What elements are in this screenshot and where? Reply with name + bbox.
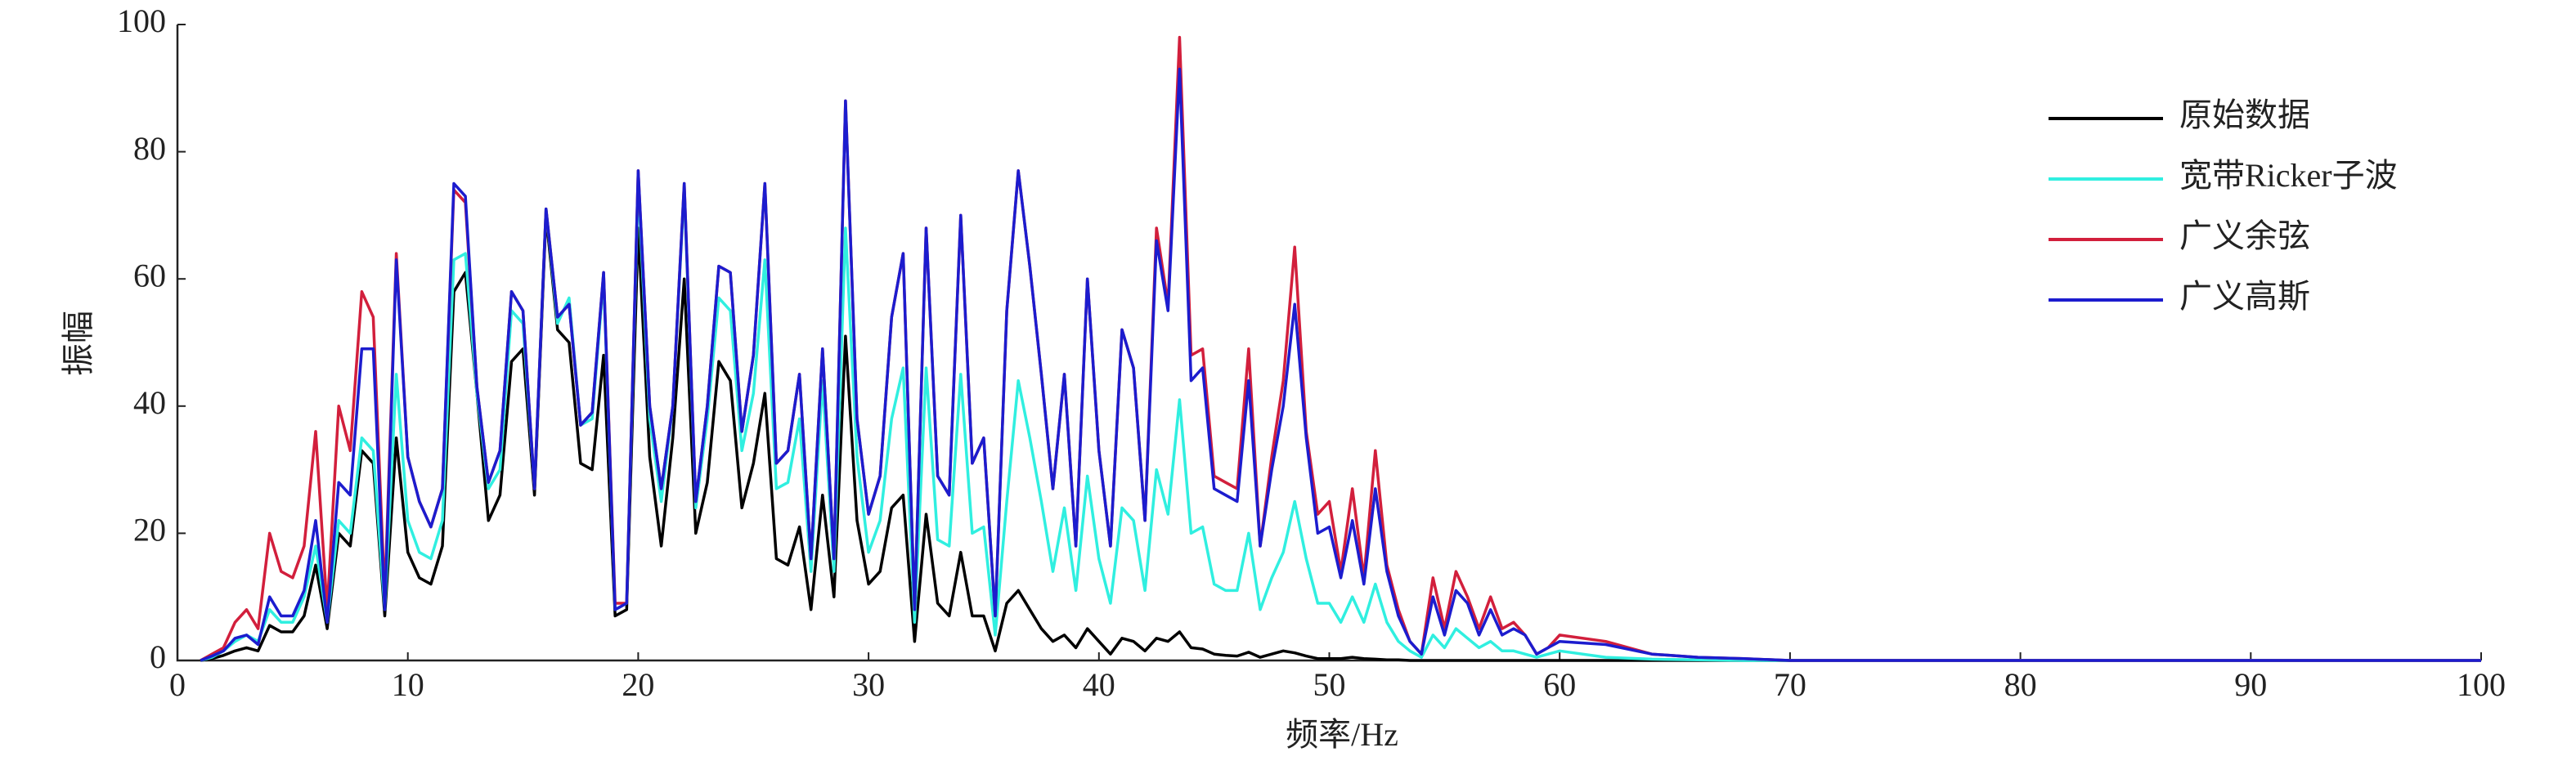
x-tick-label: 30	[852, 666, 885, 703]
y-tick-label: 80	[133, 130, 166, 167]
series-line	[200, 35, 2481, 662]
legend-label: 广义余弦	[2179, 217, 2310, 254]
legend-label: 广义高斯	[2179, 278, 2310, 315]
x-tick-label: 80	[2004, 666, 2037, 703]
x-tick-label: 100	[2457, 666, 2506, 703]
y-axis-label: 振幅	[60, 311, 96, 376]
y-tick-label: 60	[133, 257, 166, 293]
x-axis-label: 频率/Hz	[1286, 716, 1398, 753]
x-tick-label: 20	[622, 666, 654, 703]
x-tick-label: 70	[1774, 666, 1806, 703]
x-tick-label: 60	[1543, 666, 1576, 703]
y-tick-label: 40	[133, 384, 166, 421]
legend-label: 宽带Ricker子波	[2179, 157, 2398, 194]
y-tick-label: 0	[150, 638, 166, 675]
x-tick-label: 10	[392, 666, 424, 703]
y-tick-label: 20	[133, 512, 166, 548]
x-tick-label: 0	[169, 666, 186, 703]
x-tick-label: 50	[1313, 666, 1346, 703]
series-line	[200, 67, 2481, 662]
legend-label: 原始数据	[2179, 96, 2310, 133]
x-tick-label: 90	[2234, 666, 2267, 703]
series-line	[200, 181, 2481, 662]
x-tick-label: 40	[1083, 666, 1115, 703]
y-tick-label: 100	[117, 2, 166, 39]
